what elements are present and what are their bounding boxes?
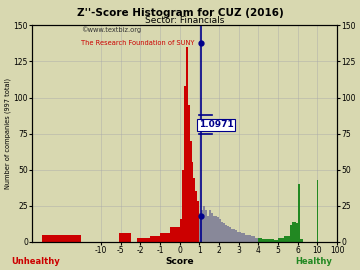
Bar	[192, 163, 193, 242]
Bar	[182, 170, 184, 242]
Bar	[223, 223, 225, 242]
Bar	[241, 233, 243, 242]
Bar	[264, 239, 266, 242]
Bar	[286, 236, 288, 242]
Bar	[266, 239, 268, 242]
Bar	[282, 238, 284, 242]
Bar	[188, 105, 190, 242]
Text: ©www.textbiz.org: ©www.textbiz.org	[81, 27, 141, 33]
Bar	[42, 235, 81, 242]
Text: Z''-Score Histogram for CUZ (2016): Z''-Score Histogram for CUZ (2016)	[77, 8, 283, 18]
Bar	[298, 184, 300, 242]
Bar	[190, 141, 192, 242]
Bar	[170, 227, 180, 242]
Bar	[284, 236, 286, 242]
Bar	[227, 226, 229, 242]
Bar	[249, 235, 251, 242]
Bar	[245, 235, 247, 242]
Bar	[300, 239, 303, 242]
Text: The Research Foundation of SUNY: The Research Foundation of SUNY	[81, 40, 195, 46]
Bar	[217, 217, 219, 242]
Bar	[124, 233, 131, 242]
Bar	[233, 229, 235, 242]
Bar	[211, 213, 213, 242]
Bar	[137, 238, 140, 242]
Bar	[292, 222, 294, 242]
Bar	[215, 216, 217, 242]
Bar	[205, 210, 207, 242]
Bar	[274, 240, 276, 242]
Bar	[252, 236, 255, 242]
Bar	[260, 238, 262, 242]
Bar	[160, 233, 170, 242]
Bar	[229, 227, 231, 242]
Bar	[197, 201, 199, 242]
Bar	[272, 239, 274, 242]
Bar	[237, 232, 239, 242]
Bar	[294, 222, 296, 242]
Bar	[231, 229, 233, 242]
Bar	[251, 236, 252, 242]
Bar	[278, 238, 280, 242]
Title: Sector: Financials: Sector: Financials	[145, 16, 224, 25]
Bar	[243, 233, 245, 242]
Bar	[180, 219, 182, 242]
Bar	[235, 230, 237, 242]
Bar	[256, 238, 258, 242]
Bar	[258, 238, 260, 242]
Bar	[276, 240, 278, 242]
Bar	[184, 86, 186, 242]
Bar	[199, 213, 201, 242]
Bar	[247, 235, 249, 242]
Y-axis label: Number of companies (997 total): Number of companies (997 total)	[4, 78, 11, 189]
Bar	[119, 233, 124, 242]
Bar	[150, 236, 160, 242]
Bar	[201, 210, 203, 242]
Bar	[268, 239, 270, 242]
Bar	[203, 206, 205, 242]
Bar	[296, 223, 298, 242]
Text: 1.0971: 1.0971	[199, 120, 234, 129]
Bar	[195, 191, 197, 242]
Bar	[221, 222, 223, 242]
Bar	[186, 47, 188, 242]
Bar	[209, 210, 211, 242]
Bar	[239, 232, 241, 242]
Bar	[207, 216, 209, 242]
Bar	[219, 219, 221, 242]
Bar	[280, 238, 282, 242]
Bar	[193, 178, 195, 242]
Bar	[140, 238, 150, 242]
Text: Unhealthy: Unhealthy	[12, 257, 60, 266]
Bar	[270, 239, 272, 242]
Bar	[288, 236, 290, 242]
Bar	[213, 216, 215, 242]
Bar	[225, 225, 227, 242]
Text: Score: Score	[166, 257, 194, 266]
Text: Healthy: Healthy	[295, 257, 332, 266]
Bar	[255, 238, 256, 242]
Bar	[262, 239, 264, 242]
Bar	[290, 225, 292, 242]
